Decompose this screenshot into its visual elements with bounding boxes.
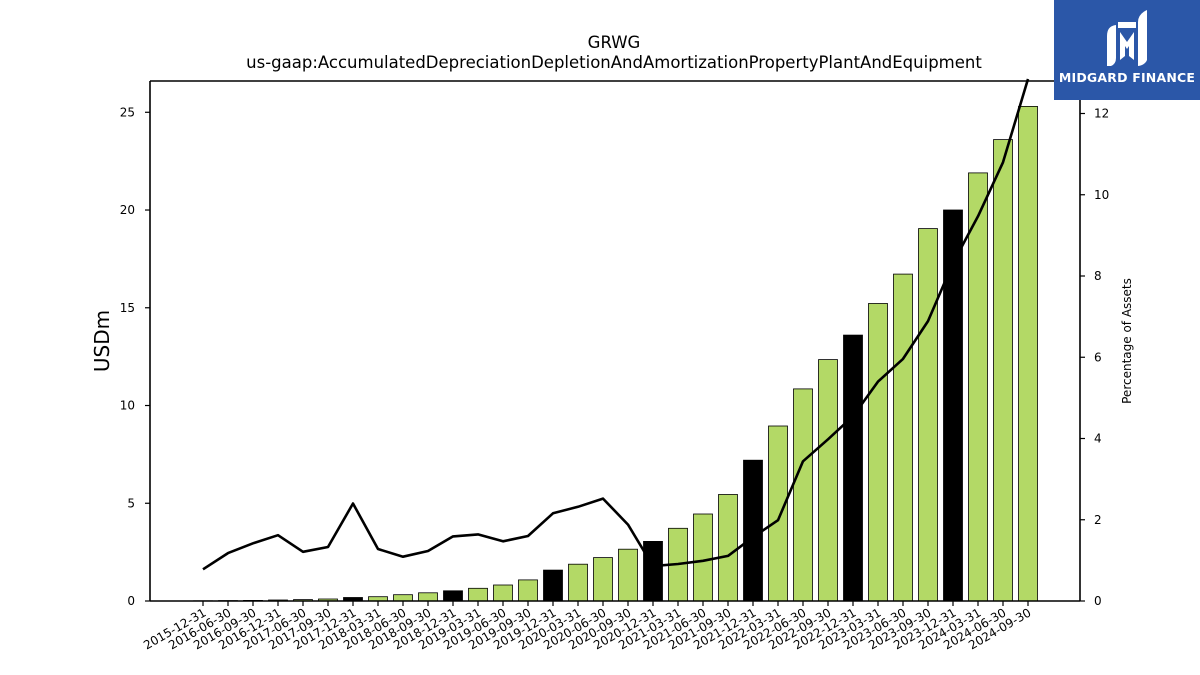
bar-2020-06-30: [593, 557, 613, 602]
y2-tick-label: 4: [1094, 432, 1102, 446]
bar-2019-12-31: [543, 569, 563, 602]
bar-2020-12-31: [643, 541, 663, 602]
bar-2018-09-30: [418, 592, 438, 602]
y2-tick-label: 8: [1094, 269, 1102, 283]
line-series-percentage-of-assets: [202, 78, 1030, 571]
y2-tick-label: 10: [1094, 188, 1109, 202]
bar-2019-03-31: [468, 587, 488, 602]
bar-2023-12-31: [943, 209, 963, 602]
bar-2023-06-30: [893, 273, 913, 602]
chart-title: GRWG: [588, 33, 641, 52]
bar-2023-09-30: [918, 228, 938, 602]
logo-text: MIDGARD FINANCE: [1058, 70, 1196, 85]
y2-tick-label: 6: [1094, 350, 1102, 364]
y-tick-label: 10: [120, 399, 135, 413]
bar-2018-06-30: [393, 594, 413, 602]
y2-tick-label: 12: [1094, 107, 1109, 121]
y2-tick-label: 2: [1094, 513, 1102, 527]
bar-2021-06-30: [693, 513, 713, 602]
bar-2024-03-31: [968, 172, 988, 602]
bar-2020-09-30: [618, 548, 638, 602]
y-tick-label: 25: [120, 105, 135, 119]
bar-2022-03-31: [768, 425, 788, 602]
y-tick-label: 15: [120, 301, 135, 315]
bar-2021-09-30: [718, 494, 738, 602]
bar-2024-09-30: [1018, 106, 1038, 602]
bar-2022-12-31: [843, 334, 863, 602]
chart-subtitle: us-gaap:AccumulatedDepreciationDepletion…: [246, 53, 982, 72]
y2-axis-label: Percentage of Assets: [1120, 278, 1134, 404]
bar-2023-03-31: [868, 303, 888, 602]
bar-2020-03-31: [568, 563, 588, 602]
bar-2021-12-31: [743, 459, 763, 602]
bar-2019-06-30: [493, 584, 513, 602]
bar-2018-12-31: [443, 590, 463, 602]
y2-tick-label: 0: [1094, 594, 1102, 608]
bars-group: [193, 106, 1038, 602]
bar-2022-06-30: [793, 388, 813, 602]
y-tick-label: 20: [120, 203, 135, 217]
logo-mark-icon: [1107, 10, 1147, 66]
bar-2019-09-30: [518, 579, 538, 602]
midgard-finance-logo: MIDGARD FINANCE: [1054, 0, 1200, 100]
y-tick-label: 5: [127, 496, 135, 510]
line-group: [202, 78, 1030, 571]
bar-2022-09-30: [818, 359, 838, 602]
bar-2024-06-30: [993, 139, 1013, 602]
y-tick-label: 0: [127, 594, 135, 608]
axes-group: [149, 80, 1081, 602]
ticks-group: 05101520250246810122015-12-312016-06-302…: [120, 105, 1110, 652]
y-axis-label: USDm: [90, 310, 114, 372]
